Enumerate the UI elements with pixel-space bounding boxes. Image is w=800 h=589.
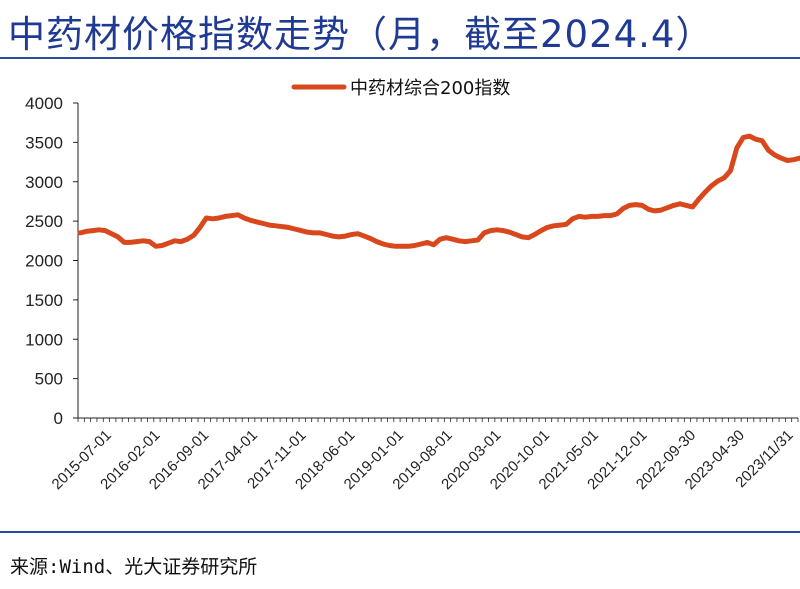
legend-label: 中药材综合200指数 — [350, 78, 510, 99]
y-tick-label: 1000 — [25, 330, 63, 349]
title-divider — [0, 57, 800, 59]
y-tick-label: 2000 — [25, 252, 63, 271]
series-line — [77, 133, 800, 249]
chart: 0 500 1000 1500 2000 2500 3000 3500 4000 2015-07-… — [0, 60, 800, 530]
y-tick-label: 3000 — [25, 173, 63, 192]
y-tick-label: 2500 — [25, 212, 63, 231]
y-tick-label: 0 — [54, 409, 63, 428]
source-divider — [0, 531, 800, 533]
y-tick-label: 3500 — [25, 133, 63, 152]
source-note: 来源:Wind、光大证券研究所 — [10, 556, 258, 578]
chart-svg: 050010001500200025003000350040002015-07-… — [25, 78, 800, 493]
y-tick-label: 4000 — [25, 94, 63, 113]
y-tick-label: 1500 — [25, 291, 63, 310]
y-tick-label: 500 — [35, 370, 63, 389]
page-title: 中药材价格指数走势（月，截至2024.4） — [8, 13, 714, 56]
